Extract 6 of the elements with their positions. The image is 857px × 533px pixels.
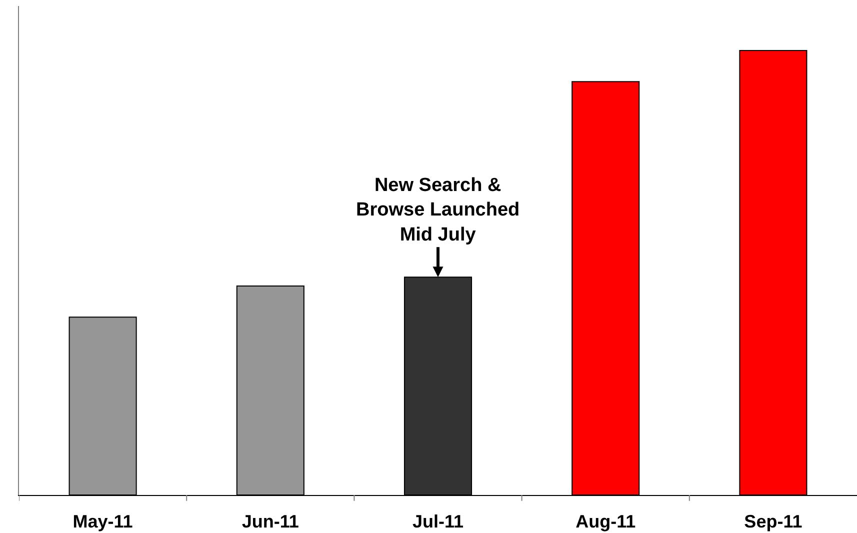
x-tick-label: May-11 [72,512,133,532]
x-tick-label: Jun-11 [242,512,299,532]
x-tick-label: Aug-11 [576,512,636,532]
x-tick-label: Jul-11 [412,512,464,532]
annotation: New Search & Browse Launched Mid July [356,175,520,246]
x-tick-label: Sep-11 [744,512,802,532]
